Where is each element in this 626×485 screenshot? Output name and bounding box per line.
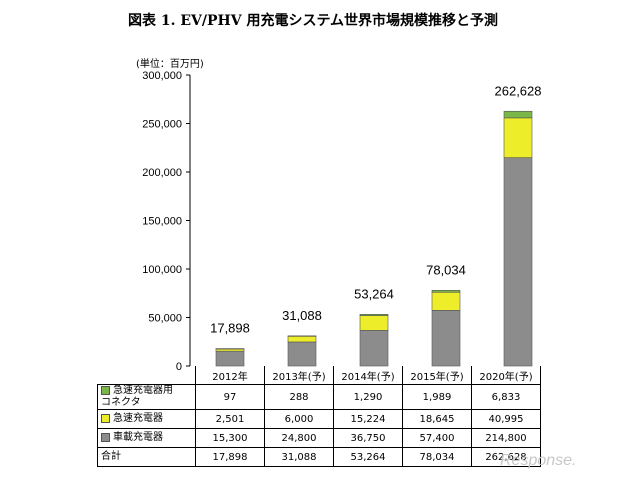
table-cell: 262,628: [471, 447, 541, 467]
row-label-cell: 車載充電器: [97, 428, 196, 448]
table-cell: 97: [195, 384, 265, 410]
row-label-cell: 合計: [97, 447, 196, 467]
row-label: コネクタ: [101, 397, 141, 408]
table-cell: 214,800: [471, 428, 541, 448]
table-cell: 40,995: [471, 409, 541, 429]
bar-segment: [359, 314, 389, 316]
y-tick-label: 200,000: [142, 167, 182, 179]
bar-segment: [431, 290, 461, 293]
table-cell: 6,000: [264, 409, 334, 429]
bar-segment: [287, 335, 317, 343]
row-label: 急速充電器用: [113, 385, 173, 396]
table-cell: 6,833: [471, 384, 541, 410]
y-tick-label: 300,000: [142, 70, 182, 82]
bar-segment: [359, 315, 389, 331]
table-column-header: 2012年: [195, 366, 265, 385]
table-cell: 78,034: [402, 447, 472, 467]
table-cell: 1,989: [402, 384, 472, 410]
total-label: 262,628: [495, 83, 542, 98]
legend-swatch: [101, 432, 110, 442]
table-column-header: 2020年(予): [471, 366, 541, 385]
row-label: 急速充電器: [113, 413, 163, 424]
table-cell: 17,898: [195, 447, 265, 467]
table-cell: 15,300: [195, 428, 265, 448]
y-tick-label: 50,000: [148, 313, 182, 325]
bar-segment: [431, 310, 461, 367]
table-column-header: 2013年(予): [264, 366, 334, 385]
row-label: 車載充電器: [113, 432, 163, 443]
bar-segment: [287, 341, 317, 367]
bar-segment: [503, 117, 533, 158]
bar-segment: [215, 348, 245, 350]
table-cell: 15,224: [333, 409, 403, 429]
row-label: 合計: [101, 451, 121, 462]
data-table: 2012年 2013年(予) 2014年(予) 2015年(予) 2020年(予) 急速充…: [97, 366, 541, 467]
table-row: 急速充電器用 コネクタ 97 288 1,290 1,989 6,833: [97, 384, 541, 410]
total-label: 17,898: [210, 321, 250, 336]
watermark-logo: Response.: [500, 452, 577, 469]
y-tick-label: 150,000: [142, 216, 182, 228]
bar-segment: [215, 350, 245, 367]
bar-chart: 0 50,000 100,000 150,000 200,000 250,000 300,0…: [142, 70, 542, 370]
total-label: 53,264: [354, 286, 394, 301]
table-cell: 18,645: [402, 409, 472, 429]
table-header-row: 2012年 2013年(予) 2014年(予) 2015年(予) 2020年(予): [97, 366, 541, 385]
y-tick-label: 0: [176, 361, 182, 370]
y-tick-label: 250,000: [142, 119, 182, 131]
table-cell: 57,400: [402, 428, 472, 448]
table-row: 合計 17,898 31,088 53,264 78,034 262,628: [97, 447, 541, 467]
table-cell: 1,290: [333, 384, 403, 410]
table-cell: 53,264: [333, 447, 403, 467]
y-tick-label: 100,000: [142, 264, 182, 276]
chart-title: 図表 1. EV/PHV 用充電システム世界市場規模推移と予測: [127, 13, 499, 29]
table-corner: [97, 366, 196, 385]
bar-segment: [287, 335, 317, 337]
legend-swatch: [101, 413, 110, 423]
unit-label: (単位：百万円): [136, 59, 204, 70]
table-cell: 2,501: [195, 409, 265, 429]
bar-segment: [431, 291, 461, 311]
table-column-header: 2015年(予): [402, 366, 472, 385]
table-cell: 31,088: [264, 447, 334, 467]
total-label: 31,088: [282, 308, 322, 323]
bar-segment: [503, 110, 533, 119]
row-label-cell: 急速充電器用 コネクタ: [97, 384, 196, 410]
legend-swatch: [101, 385, 110, 395]
bar-segment: [503, 157, 533, 367]
bar-segment: [359, 330, 389, 367]
row-label-cell: 急速充電器: [97, 409, 196, 429]
table-row: 急速充電器 2,501 6,000 15,224 18,645 40,995: [97, 409, 541, 429]
table-cell: 36,750: [333, 428, 403, 448]
table-column-header: 2014年(予): [333, 366, 403, 385]
table-cell: 288: [264, 384, 334, 410]
table-cell: 24,800: [264, 428, 334, 448]
table-row: 車載充電器 15,300 24,800 36,750 57,400 214,800: [97, 428, 541, 448]
total-label: 78,034: [426, 262, 466, 277]
